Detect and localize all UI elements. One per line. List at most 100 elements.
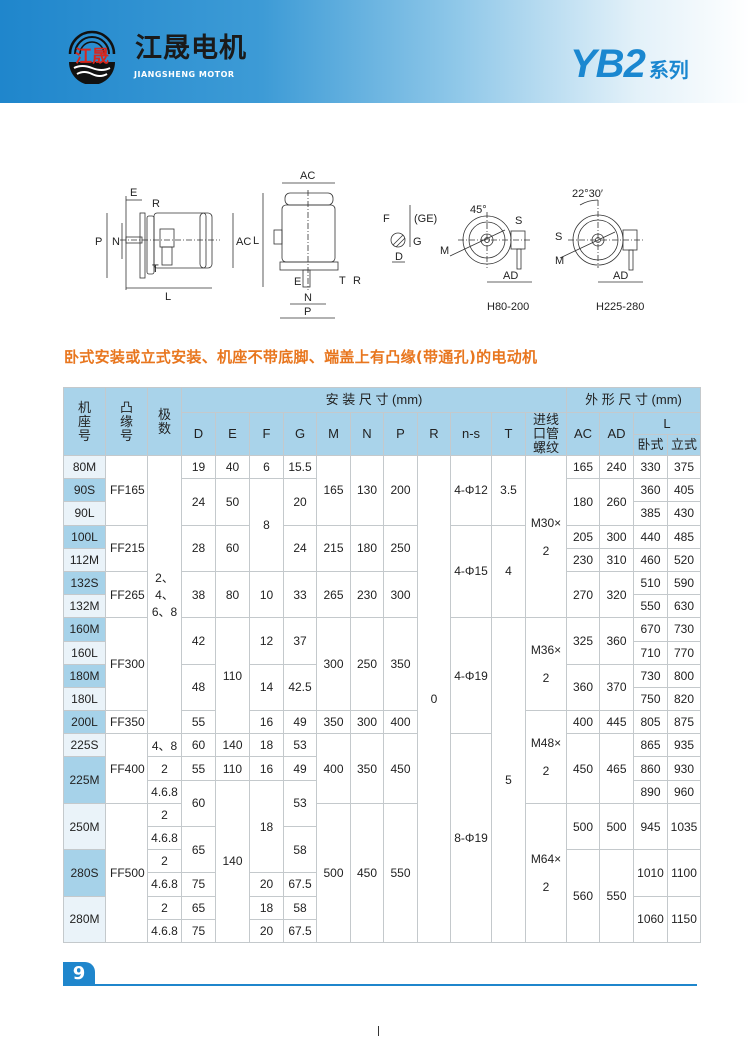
cell-flange: FF165: [105, 455, 148, 526]
cell-E: 40: [215, 454, 250, 480]
cell-AC: 450: [566, 733, 600, 804]
cell-ns: 8-Φ19: [450, 733, 492, 943]
cell-L_v: 520: [667, 547, 701, 572]
cell-L_v: 485: [667, 524, 701, 549]
cell-L_h: 1010: [633, 849, 668, 897]
cell-F: 12: [249, 617, 284, 665]
cell-F: 16: [249, 710, 284, 735]
cell-frame: 132M: [63, 594, 106, 619]
header-G: G: [283, 412, 317, 456]
cell-L_v: 770: [667, 640, 701, 665]
cell-AD: 500: [599, 802, 634, 851]
header-N: N: [350, 412, 384, 456]
cell-L_h: 945: [633, 802, 668, 851]
cell-AC: 560: [566, 849, 600, 943]
cell-D: 75: [181, 872, 216, 897]
cell-L_v: 1150: [667, 895, 701, 943]
cell-P: 200: [383, 455, 418, 526]
svg-text:R: R: [152, 198, 160, 210]
cell-poles: 2、4、6、8: [147, 454, 182, 735]
cell-E: 80: [215, 570, 250, 619]
cell-AC: 165: [566, 454, 600, 480]
cell-G: 37: [283, 617, 317, 665]
table-row: 200L FF350 55 16 49 350 300 400 M48× 2 400 445 805 87…: [63, 710, 701, 804]
cell-D: 42: [181, 617, 216, 665]
cell-L_v: 800: [667, 663, 701, 688]
svg-text:N: N: [112, 236, 120, 248]
cell-AC: 205: [566, 524, 600, 549]
cell-N: 350: [350, 733, 384, 804]
table-row: 225S FF400 4、8 60 140 18 53 400 350 450 8-Φ19 450 46…: [63, 733, 701, 943]
cell-AC: 500: [566, 802, 600, 851]
cell-frame: 112M: [63, 547, 106, 572]
cell-flange: FF300: [105, 617, 148, 712]
table-row: 280S 2 560 550 1010 1100: [63, 849, 701, 943]
cell-L_v: 590: [667, 570, 701, 596]
cell-F: 20: [249, 872, 284, 897]
svg-text:AD: AD: [613, 270, 628, 282]
table-row: 160M FF300 42 110 12 37 300 250 350 4-Φ19 5 M36× 2 32…: [63, 617, 701, 943]
cell-F: 6: [249, 454, 284, 480]
header-install-dimensions: 安 装 尺 寸 (mm): [181, 387, 567, 413]
cell-AC: 325: [566, 617, 600, 665]
table-row: 250M FF500 2 500 450 550 M64× 2 500 500 945 1035: [63, 802, 701, 943]
cell-L_v: 820: [667, 686, 701, 712]
svg-text:M: M: [555, 255, 564, 267]
cell-D: 24: [181, 478, 216, 526]
cell-thread: M64× 2: [525, 802, 567, 943]
shaft-end-drawing: F (GE) G D: [383, 205, 437, 263]
cell-E: 60: [215, 524, 250, 572]
cell-frame: 180M: [63, 663, 106, 688]
cell-AC: 180: [566, 478, 600, 526]
cell-M: 300: [316, 617, 351, 712]
cell-poles: 4.6.8: [147, 872, 182, 897]
cell-ns: 4-Φ15: [450, 524, 492, 619]
cell-E: 140: [215, 733, 250, 758]
header-outline-dimensions: 外 形 尺 寸 (mm): [566, 387, 701, 413]
cell-L_h: 440: [633, 524, 668, 549]
footer-divider: [95, 984, 697, 986]
cell-L_v: 430: [667, 501, 701, 526]
cell-D: 75: [181, 918, 216, 943]
cell-poles: 4.6.8: [147, 918, 182, 943]
header-R: R: [417, 412, 451, 456]
company-logo: 江晟: [68, 30, 116, 84]
cell-M: 215: [316, 524, 351, 572]
cell-D: 60: [181, 779, 216, 828]
cell-AC: 270: [566, 570, 600, 619]
svg-text:M: M: [440, 245, 449, 257]
cell-G: 58: [283, 825, 317, 874]
cell-G: 20: [283, 478, 317, 526]
table-row: 80M FF165 2、4、6、8 19 40 6 15.5 165 130 200 0 4-Φ12 3…: [63, 454, 701, 943]
cell-flange: FF400: [105, 733, 148, 804]
table-row: 180L 750 820: [63, 686, 701, 712]
svg-text:S: S: [515, 215, 522, 227]
cell-M: 265: [316, 570, 351, 619]
cell-E: 110: [215, 617, 250, 735]
cell-N: 250: [350, 617, 384, 712]
cell-D: 19: [181, 454, 216, 480]
svg-text:(GE): (GE): [414, 213, 437, 225]
table-body: 80M FF165 2、4、6、8 19 40 6 15.5 165 130 200 0 4-Φ12 3…: [63, 454, 701, 943]
cell-poles: 4、8: [147, 733, 182, 758]
cell-frame: 100L: [63, 524, 106, 549]
table-row: 4.6.8 75 20 67.5: [64, 918, 701, 943]
header-L-horizontal: 卧式: [633, 434, 668, 456]
cell-L_h: 890: [633, 779, 668, 804]
header-P: P: [383, 412, 418, 456]
cell-L_v: 405: [667, 478, 701, 503]
svg-text:E: E: [130, 187, 137, 199]
cell-D: 65: [181, 895, 216, 920]
side-view-drawing: E R P N AC L T: [95, 187, 251, 303]
cell-frame: 180L: [63, 686, 106, 712]
cell-F: 18: [249, 733, 284, 758]
cell-poles: 2: [147, 802, 182, 828]
cell-thread: M48× 2: [525, 710, 567, 804]
cell-frame: 90L: [63, 501, 106, 526]
cell-poles: 2: [147, 756, 182, 781]
cell-D: 60: [181, 733, 216, 758]
cell-F: 18: [249, 895, 284, 920]
cell-L_h: 1060: [633, 895, 668, 943]
cell-L_h: 330: [633, 454, 668, 480]
cell-AD: 360: [599, 617, 634, 665]
